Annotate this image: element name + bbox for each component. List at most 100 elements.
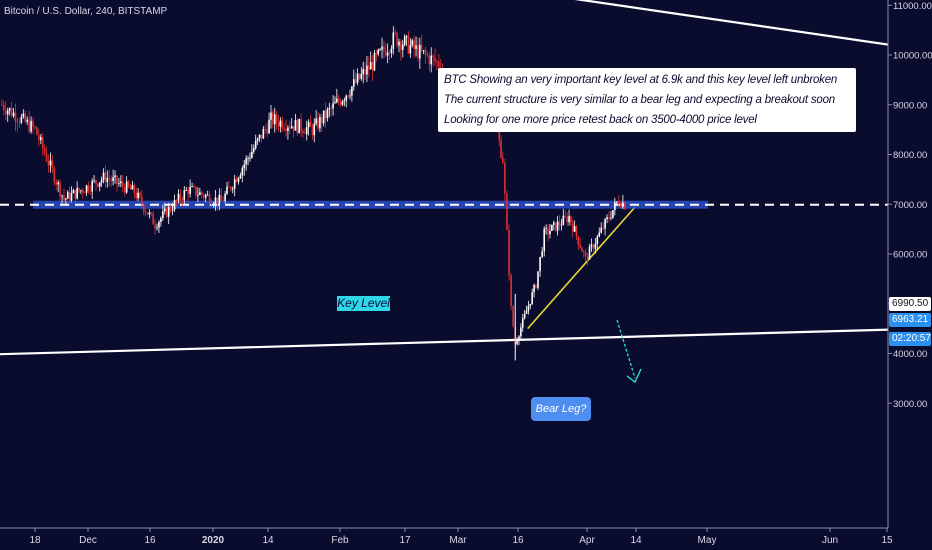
- candle-body: [206, 194, 209, 196]
- candle-body: [407, 35, 410, 54]
- price-tick-label: 4000.00: [893, 349, 927, 360]
- candle-body: [43, 148, 46, 154]
- candle-body: [70, 193, 73, 201]
- candle-body: [581, 247, 583, 252]
- candle-body: [24, 113, 27, 122]
- last-price-tag: 6963.21: [889, 313, 931, 327]
- candle-body: [498, 131, 501, 141]
- candle-body: [144, 211, 147, 213]
- candle-body: [252, 148, 255, 152]
- candle-body: [76, 187, 78, 199]
- candle-body: [102, 172, 105, 180]
- candle-body: [177, 193, 180, 201]
- analysis-note-box[interactable]: BTC Showing an very important key level …: [438, 68, 856, 132]
- candle-body: [65, 198, 67, 200]
- candle-body: [535, 284, 537, 288]
- candle-body: [415, 45, 417, 49]
- candle-body: [598, 232, 601, 237]
- price-axis-bg: [888, 0, 932, 550]
- candle-body: [281, 120, 284, 129]
- candle-body: [590, 244, 593, 247]
- candle-body: [214, 197, 217, 204]
- candle-body: [554, 222, 557, 231]
- candle-body: [558, 221, 561, 226]
- candle-body: [245, 158, 247, 165]
- candle-body: [28, 119, 30, 132]
- time-tick-label: 2020: [202, 535, 225, 546]
- candle-body: [241, 168, 244, 176]
- candle-body: [381, 46, 383, 50]
- candle-body: [617, 201, 620, 204]
- candle-body: [287, 127, 289, 131]
- candle-body: [195, 186, 197, 196]
- candle-body: [63, 195, 65, 200]
- candle-body: [577, 235, 580, 245]
- candle-body: [315, 118, 317, 124]
- candle-body: [158, 221, 160, 228]
- candle-body: [508, 229, 510, 276]
- candle-body: [279, 120, 282, 127]
- projection-arrow-head: [626, 368, 642, 384]
- candle-body: [173, 200, 176, 210]
- candle-body: [360, 73, 363, 79]
- candle-body: [8, 108, 11, 111]
- candle-body: [506, 193, 508, 230]
- candle-body: [356, 73, 359, 83]
- candle-body: [582, 251, 585, 253]
- candle-body: [543, 228, 546, 252]
- candle-body: [336, 98, 338, 103]
- candle-body: [171, 209, 174, 211]
- candle-body: [1, 104, 3, 106]
- candle-body: [547, 228, 549, 235]
- note-line-1: BTC Showing an very important key level …: [444, 74, 838, 86]
- bear-leg-label[interactable]: Bear Leg?: [531, 397, 591, 421]
- candle-body: [41, 137, 44, 149]
- candle-body: [586, 255, 589, 260]
- candle-body: [108, 177, 111, 180]
- candle-body: [620, 203, 622, 207]
- candle-body: [334, 102, 336, 104]
- candle-body: [133, 184, 136, 194]
- candle-body: [584, 252, 587, 256]
- time-tick-label: Dec: [79, 535, 97, 546]
- candle-body: [307, 122, 310, 128]
- candle-body: [375, 52, 378, 55]
- candle-body: [384, 50, 387, 56]
- candle-body: [409, 45, 412, 54]
- candle-body: [560, 224, 563, 226]
- candle-body: [239, 175, 242, 179]
- candle-body: [26, 119, 29, 122]
- candle-body: [500, 140, 502, 158]
- candle-body: [518, 336, 520, 341]
- candle-body: [606, 217, 608, 220]
- candle-body: [4, 110, 7, 115]
- candle-body: [388, 52, 391, 54]
- candle-body: [330, 108, 332, 109]
- trend-line-upper: [574, 0, 926, 52]
- candle-body: [551, 224, 553, 231]
- candle-body: [104, 172, 107, 182]
- candle-body: [285, 129, 287, 131]
- candle-body: [426, 54, 429, 56]
- candle-body: [83, 192, 86, 194]
- candle-body: [222, 200, 225, 202]
- time-tick-label: Apr: [579, 535, 595, 546]
- time-tick-label: May: [698, 535, 717, 546]
- candle-body: [326, 109, 329, 119]
- candles: [1, 26, 626, 361]
- candle-body: [210, 203, 213, 205]
- key-level-label[interactable]: Key Level: [337, 296, 390, 311]
- candle-body: [189, 186, 191, 194]
- candle-body: [191, 186, 193, 187]
- time-tick-label: Mar: [449, 535, 467, 546]
- candle-body: [566, 216, 568, 223]
- candle-body: [432, 55, 434, 58]
- candle-body: [3, 104, 5, 111]
- candle-body: [254, 140, 257, 149]
- candle-body: [10, 108, 13, 117]
- candle-body: [268, 119, 270, 134]
- candle-body: [135, 193, 138, 199]
- countdown-tag: 02:20:57: [889, 332, 931, 346]
- candle-body: [411, 40, 414, 46]
- candle-body: [521, 318, 524, 328]
